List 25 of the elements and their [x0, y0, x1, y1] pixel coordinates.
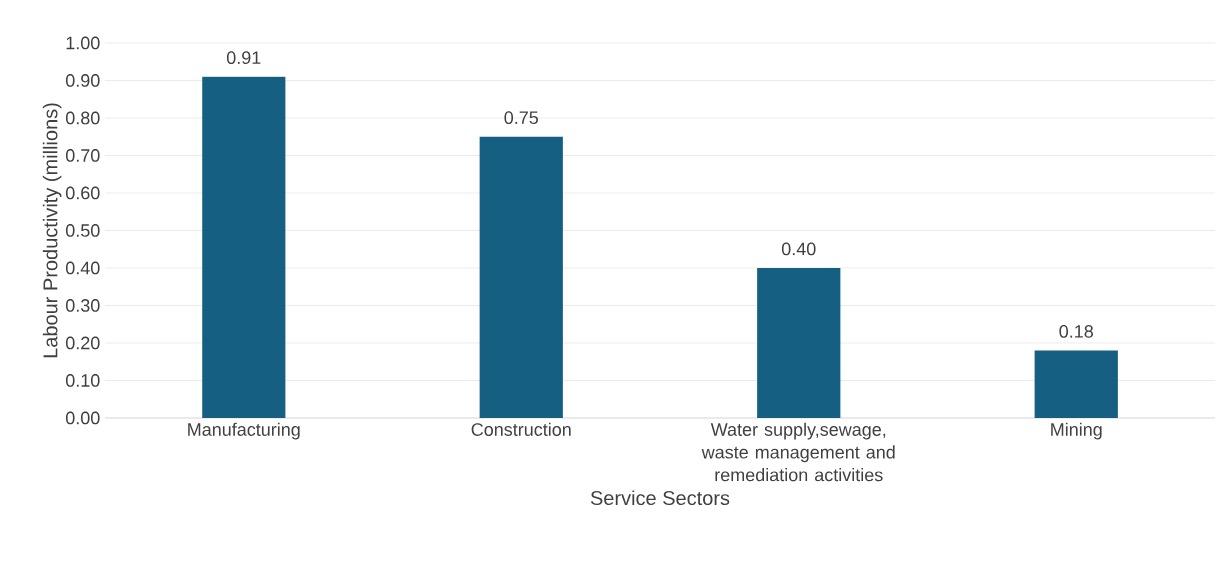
y-tick-label: 0.10 [65, 374, 100, 387]
y-tick-label: 0.40 [65, 261, 100, 275]
bar [479, 136, 563, 418]
data-label: 0.91 [226, 51, 261, 65]
y-tick-label: 0.50 [65, 224, 100, 237]
x-tick-label: Mining [1051, 422, 1102, 440]
y-tick-label: 0.70 [65, 149, 100, 162]
bar [757, 267, 841, 418]
x-axis-title: Service Sectors [590, 490, 730, 506]
bar [202, 76, 286, 418]
y-tick-label: 0.00 [65, 411, 100, 425]
x-tick-label: Water supply,sewage, waste management and remediation activities [701, 422, 895, 482]
y-tick-label: 0.30 [65, 299, 100, 312]
bar [1034, 350, 1118, 418]
y-tick-label: 0.60 [65, 186, 100, 200]
data-label: 0.40 [781, 242, 816, 256]
y-tick-label: 0.20 [65, 336, 100, 350]
y-axis-title: Labour Productivity (millions) [42, 103, 62, 358]
y-tick-label: 0.90 [65, 74, 100, 87]
data-label: 0.75 [504, 111, 539, 125]
x-tick-label: Construction [471, 422, 571, 436]
data-label: 0.18 [1059, 325, 1093, 338]
x-tick-label: Manufacturing [188, 422, 300, 440]
y-tick-label: 1.00 [66, 36, 100, 50]
y-tick-label: 0.80 [65, 111, 100, 125]
